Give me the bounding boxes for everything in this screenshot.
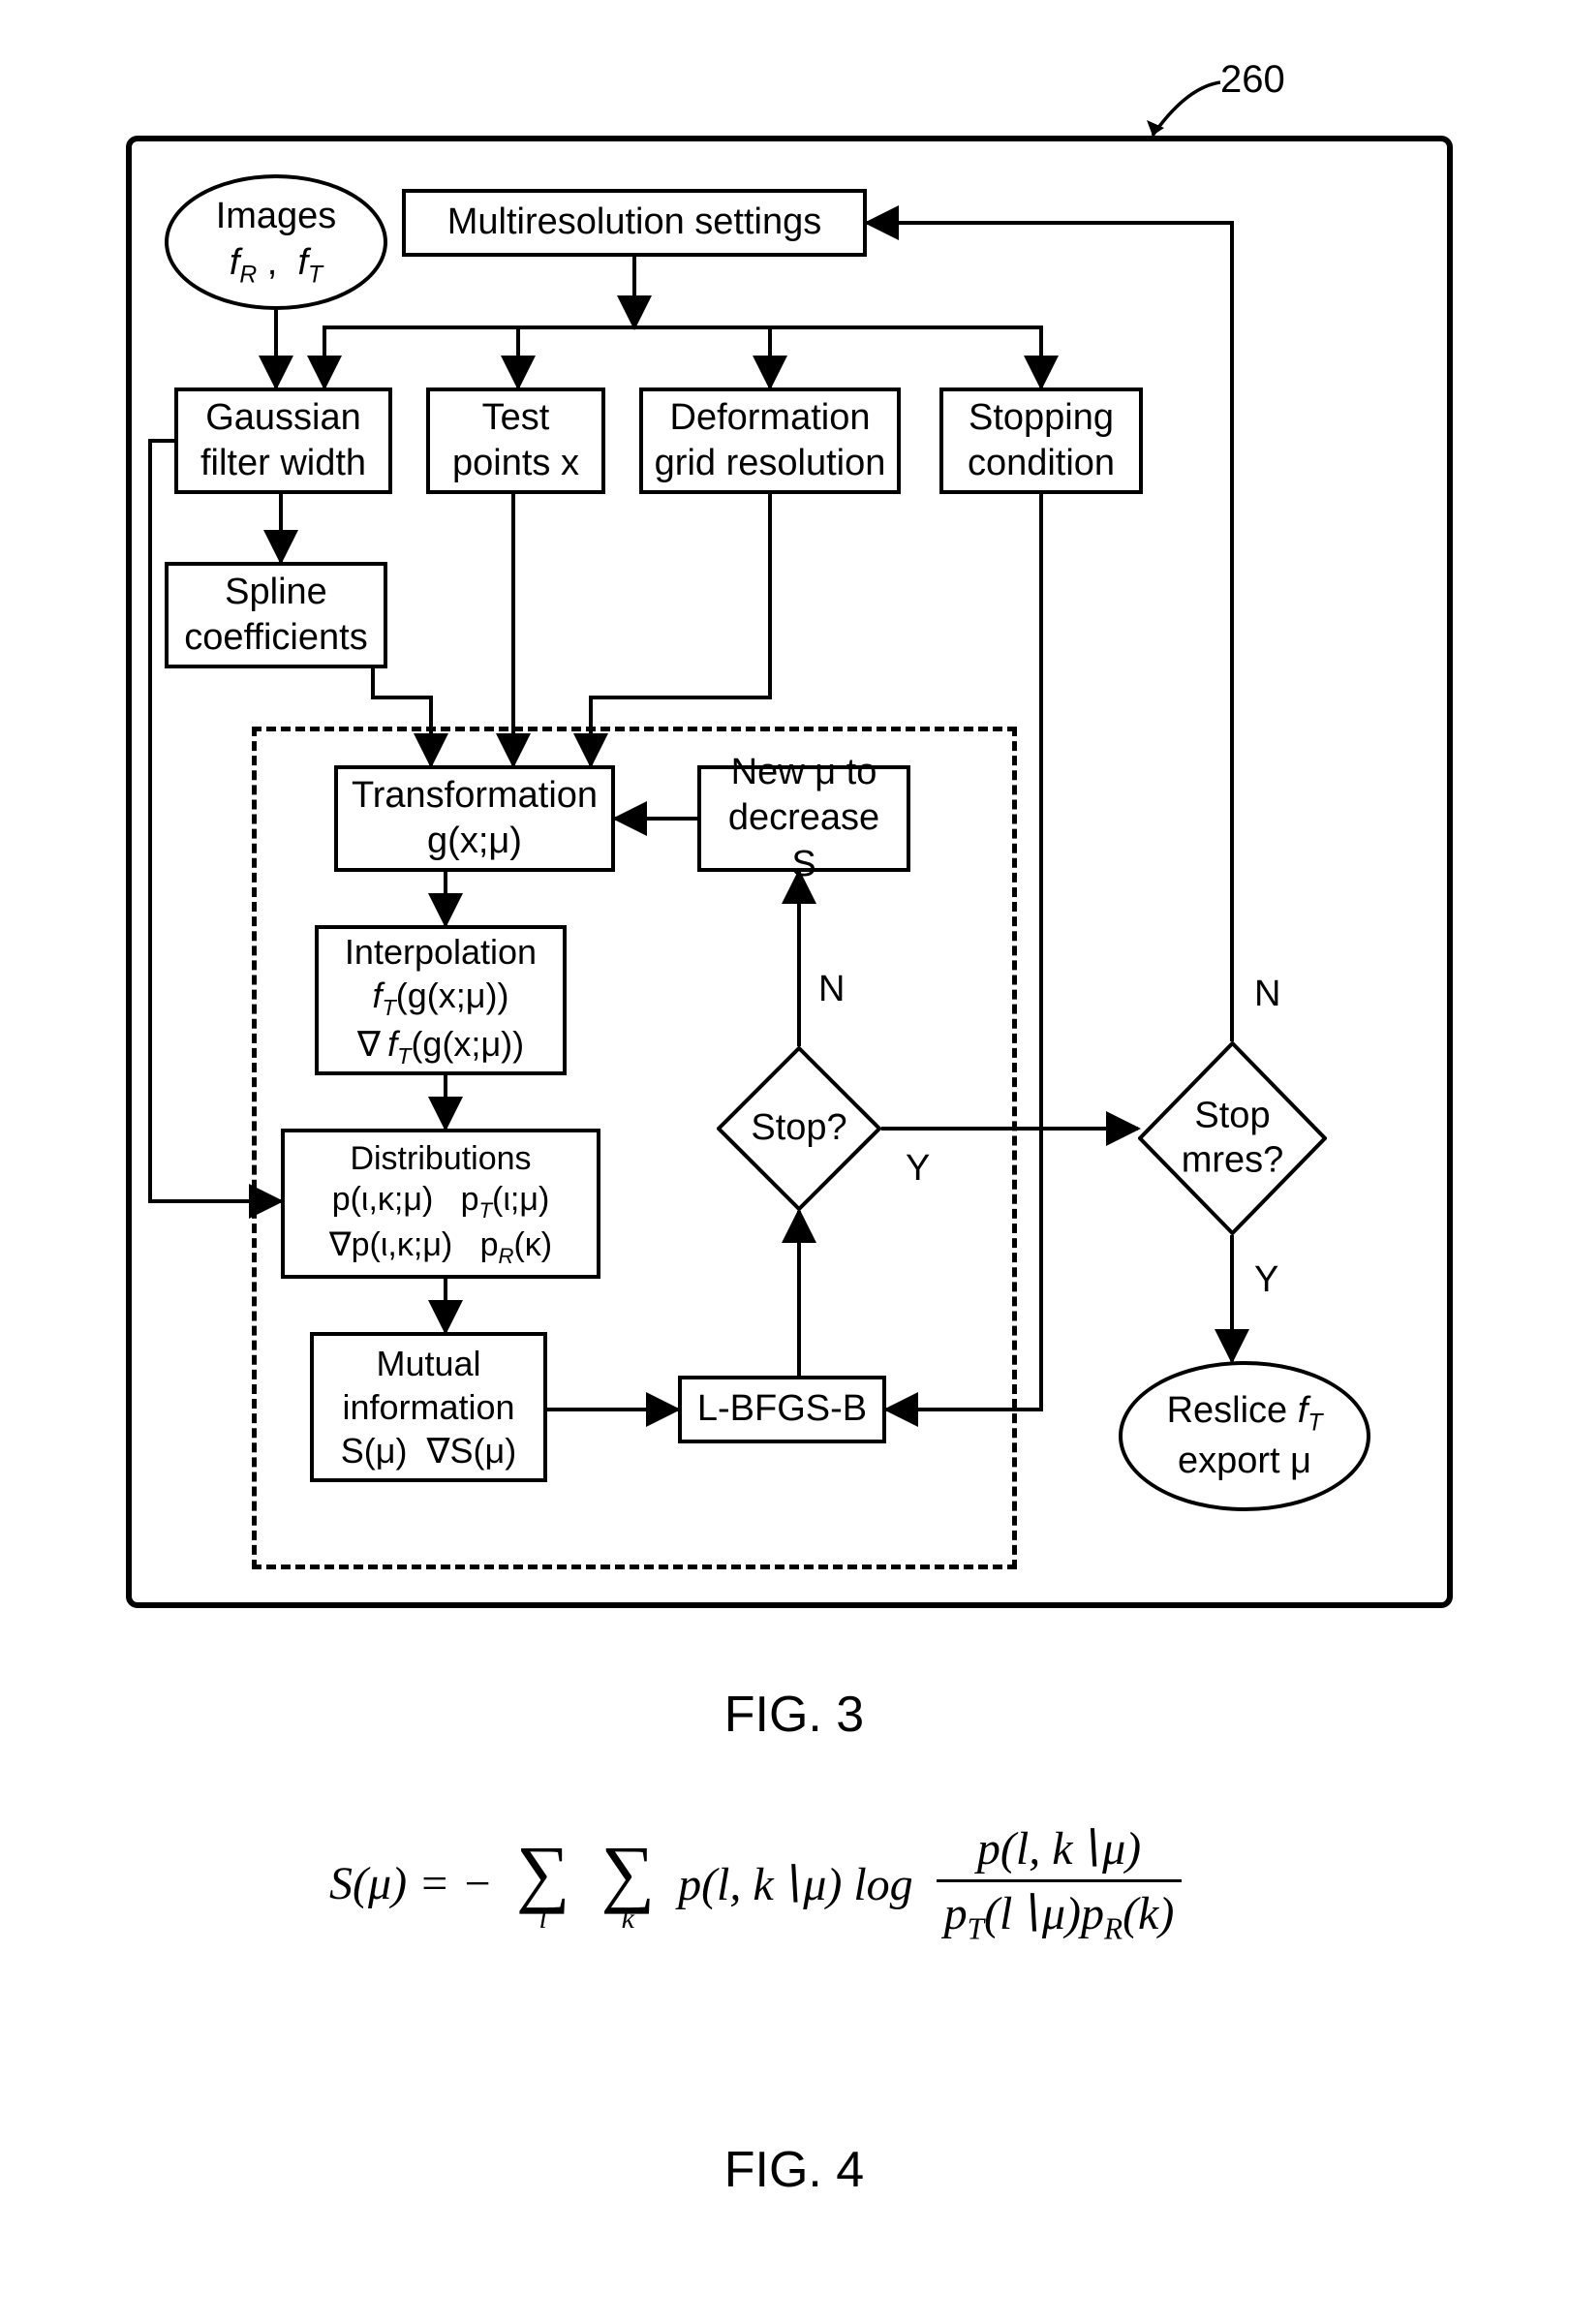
node-transform-l2: g(x;μ) <box>427 819 522 865</box>
node-stopping-l1: Stopping <box>969 395 1114 442</box>
node-lbfgsb-l1: L-BFGS-B <box>697 1386 867 1433</box>
node-distrib: Distributions p(ι,κ;μ) pT(ι;μ) ∇p(ι,κ;μ)… <box>281 1129 600 1279</box>
node-mutual-l1: Mutual <box>376 1342 480 1385</box>
node-testpoints-l1: Test <box>482 395 550 442</box>
node-reslice-l1: Reslice fT <box>1167 1388 1323 1439</box>
node-newmu: New μ to decrease S <box>697 765 910 872</box>
ref-number-260: 260 <box>1220 58 1285 102</box>
node-stop2-l1: Stop <box>1194 1095 1270 1135</box>
node-lbfgsb: L-BFGS-B <box>678 1376 886 1443</box>
node-stop2: Stop mres? <box>1138 1041 1327 1235</box>
node-images-l2: fR , fT <box>230 240 323 291</box>
node-gaussian: Gaussian filter width <box>174 387 392 494</box>
node-stopping: Stopping condition <box>939 387 1143 494</box>
formula-lhs: S(μ) = − <box>329 1858 505 1909</box>
node-testpoints: Test points x <box>426 387 605 494</box>
node-stopping-l2: condition <box>968 441 1115 487</box>
edge-label-n1: N <box>818 969 845 1010</box>
edge-label-n2: N <box>1254 974 1280 1015</box>
edge-label-y1: Y <box>906 1148 930 1190</box>
node-mutual-l2: information <box>342 1385 514 1429</box>
node-deformation-l1: Deformation <box>670 395 871 442</box>
node-spline-l2: coefficients <box>184 615 367 662</box>
node-deformation-l2: grid resolution <box>655 441 886 487</box>
node-deformation: Deformation grid resolution <box>639 387 901 494</box>
node-images: Images fR , fT <box>165 174 387 310</box>
node-distrib-l1: Distributions <box>350 1138 531 1180</box>
diagram-canvas: 260 <box>0 0 1569 2324</box>
formula-fig4: S(μ) = − ∑ l ∑ k p(l, k∖μ) log p(l, k∖μ)… <box>329 1821 1182 1996</box>
node-interp-l1: Interpolation <box>345 930 537 974</box>
node-newmu-l2: decrease S <box>711 795 897 887</box>
frac-num: p(l, k∖μ) <box>937 1821 1183 1882</box>
frac-den: pT(l∖μ)pR(k) <box>937 1882 1183 1947</box>
node-transform-l1: Transformation <box>352 773 598 820</box>
node-transform: Transformation g(x;μ) <box>334 765 615 872</box>
node-spline-l1: Spline <box>225 570 327 616</box>
node-distrib-l3: ∇p(ι,κ;μ) pR(κ) <box>329 1224 552 1269</box>
node-stop2-label: Stop mres? <box>1138 1094 1327 1182</box>
node-stop1: Stop? <box>717 1046 881 1211</box>
formula-pmain: p(l, k∖μ) log <box>678 1859 913 1910</box>
node-multires-l1: Multiresolution settings <box>447 200 822 246</box>
node-mutual: Mutual information S(μ) ∇S(μ) <box>310 1332 547 1482</box>
fig4-caption: FIG. 4 <box>678 2141 910 2199</box>
node-images-l1: Images <box>216 194 337 240</box>
node-distrib-l2: p(ι,κ;μ) pT(ι;μ) <box>332 1179 550 1224</box>
node-testpoints-l2: points x <box>452 441 579 487</box>
sum2-symbol: ∑ <box>600 1835 655 1910</box>
node-multires: Multiresolution settings <box>402 189 867 257</box>
node-spline: Spline coefficients <box>165 562 387 668</box>
node-gaussian-l2: filter width <box>200 441 366 487</box>
node-interp-l2: fT(g(x;μ)) <box>372 974 508 1022</box>
sum1-symbol: ∑ <box>516 1835 570 1910</box>
node-newmu-l1: New μ to <box>731 750 877 796</box>
node-stop1-label: Stop? <box>717 1106 881 1151</box>
node-mutual-l3: S(μ) ∇S(μ) <box>341 1429 517 1472</box>
node-interp-l3: ∇ fT(g(x;μ)) <box>357 1022 524 1070</box>
node-reslice-l2: export μ <box>1178 1439 1311 1485</box>
fig3-caption: FIG. 3 <box>678 1686 910 1744</box>
edge-label-y2: Y <box>1254 1259 1278 1301</box>
node-stop2-l2: mres? <box>1182 1139 1284 1180</box>
node-reslice: Reslice fT export μ <box>1119 1361 1370 1511</box>
node-interp: Interpolation fT(g(x;μ)) ∇ fT(g(x;μ)) <box>315 925 567 1075</box>
node-gaussian-l1: Gaussian <box>205 395 361 442</box>
